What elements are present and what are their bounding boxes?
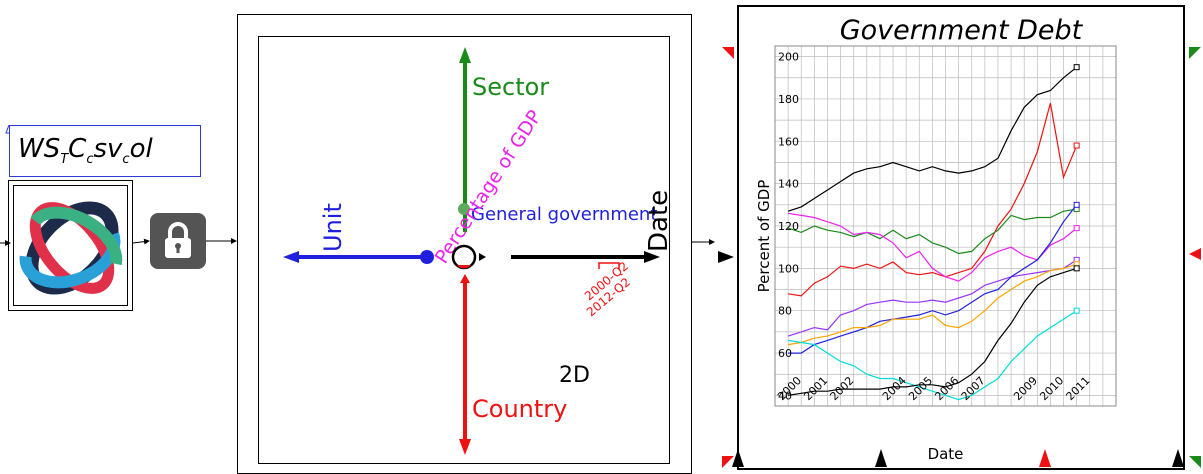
series-line-1[interactable] bbox=[787, 66, 1078, 212]
dimension-panel[interactable]: Sector General government Unit Percentag… bbox=[237, 14, 692, 474]
y-tick-label: 140 bbox=[778, 178, 799, 191]
series-line-2[interactable] bbox=[788, 103, 1078, 297]
x-tick-label: 2005 bbox=[906, 374, 935, 403]
corner-handle-tl[interactable] bbox=[722, 47, 734, 59]
series-end-marker-9[interactable] bbox=[1073, 265, 1080, 272]
y-axis-label: Percent of GDP bbox=[755, 180, 773, 293]
ecb-logo-icon bbox=[19, 201, 123, 295]
corner-handle-br[interactable] bbox=[1189, 456, 1201, 468]
series-end-marker-4[interactable] bbox=[1073, 225, 1080, 232]
corner-handle-tr[interactable] bbox=[1189, 47, 1201, 59]
x-tick-label: 2007 bbox=[959, 374, 988, 403]
plot-frame bbox=[774, 45, 1117, 407]
center-handle-pointer bbox=[479, 253, 486, 261]
series-end-marker-2[interactable] bbox=[1073, 142, 1080, 149]
source-logo[interactable] bbox=[8, 180, 133, 311]
chart-panel[interactable]: Government Debt bbox=[737, 5, 1185, 470]
dimension-axes: Sector General government Unit Percentag… bbox=[283, 47, 674, 455]
series-line-5[interactable] bbox=[787, 259, 1078, 337]
series-line-3[interactable] bbox=[787, 208, 1077, 255]
bottom-handle-red[interactable] bbox=[1039, 449, 1051, 467]
bottom-handle-mid[interactable] bbox=[875, 449, 887, 467]
lock-button[interactable] bbox=[150, 213, 206, 269]
unit-arrowhead bbox=[283, 251, 299, 263]
sector-value-label: General government bbox=[471, 204, 657, 225]
y-tick-label: 180 bbox=[778, 93, 799, 106]
country-point[interactable] bbox=[460, 274, 470, 283]
y-tick-label: 120 bbox=[778, 220, 799, 233]
series-line-8[interactable] bbox=[788, 310, 1078, 401]
series-line-6[interactable] bbox=[788, 204, 1078, 354]
series-line-9[interactable] bbox=[788, 267, 1077, 396]
y-tick-label: 160 bbox=[778, 135, 799, 148]
chart-grid bbox=[774, 45, 1117, 407]
label-box-tab bbox=[5, 124, 10, 134]
sector-label[interactable]: Sector bbox=[472, 73, 549, 101]
bottom-handle-right[interactable] bbox=[1172, 449, 1184, 467]
x-tick-label: 2001 bbox=[801, 374, 830, 403]
series-line-4[interactable] bbox=[788, 212, 1078, 282]
lock-icon bbox=[165, 222, 191, 258]
x-tick-label: 2009 bbox=[1011, 374, 1040, 403]
unit-label[interactable]: Unit bbox=[319, 203, 347, 252]
y-tick-label: 200 bbox=[778, 51, 799, 64]
source-label: WSTCcsvcol bbox=[18, 134, 153, 168]
mode-label: 2D bbox=[559, 363, 590, 388]
country-label[interactable]: Country bbox=[472, 395, 567, 423]
x-tick-label: 2010 bbox=[1037, 374, 1066, 403]
unit-point[interactable] bbox=[420, 250, 434, 264]
y-tick-label: 100 bbox=[778, 262, 799, 275]
y-tick-label: 80 bbox=[778, 305, 792, 318]
chart-series bbox=[787, 64, 1080, 401]
country-arrowhead bbox=[459, 439, 471, 455]
connector-logo-lock bbox=[132, 238, 150, 245]
y-tick-label: 60 bbox=[778, 347, 792, 360]
bottom-handle-left[interactable] bbox=[732, 449, 744, 467]
x-tick-label: 2011 bbox=[1064, 374, 1093, 403]
logo-inner-frame bbox=[13, 185, 128, 306]
x-axis-label: Date bbox=[928, 445, 964, 463]
left-edge-handle[interactable] bbox=[718, 251, 734, 263]
series-end-marker-6[interactable] bbox=[1073, 201, 1080, 208]
series-end-marker-1[interactable] bbox=[1073, 64, 1080, 71]
center-handle-fill bbox=[457, 265, 471, 269]
dimension-canvas[interactable]: Sector General government Unit Percentag… bbox=[258, 36, 674, 464]
chart-title: Government Debt bbox=[839, 15, 1083, 46]
series-end-marker-8[interactable] bbox=[1073, 307, 1080, 314]
date-range-bracket[interactable] bbox=[598, 262, 620, 269]
source-label-box[interactable]: WSTCcsvcol bbox=[9, 125, 201, 177]
date-arrowhead bbox=[644, 251, 660, 263]
corner-handle-bl[interactable] bbox=[722, 456, 734, 468]
sector-point[interactable] bbox=[458, 203, 470, 215]
y-tick-label: 40 bbox=[778, 389, 792, 402]
right-edge-handle[interactable] bbox=[1189, 248, 1201, 260]
sector-arrowhead bbox=[459, 47, 471, 63]
series-line-7[interactable] bbox=[788, 263, 1077, 346]
